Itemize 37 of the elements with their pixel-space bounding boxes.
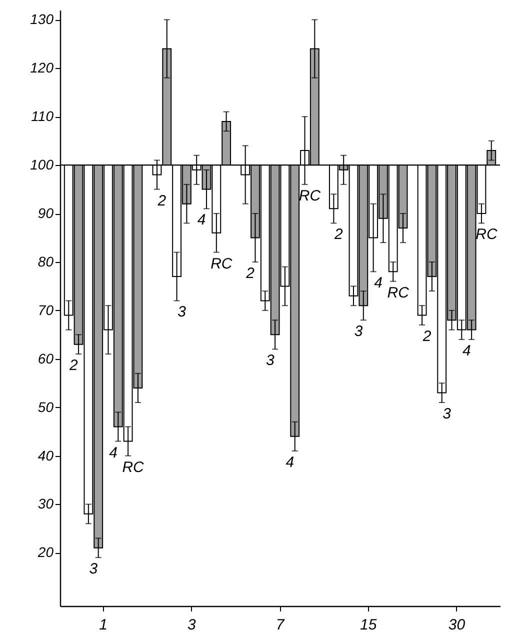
- annotation: 2: [422, 328, 432, 345]
- annotation: 2: [245, 264, 256, 282]
- annotation: 4: [374, 274, 382, 292]
- annotation: 2: [68, 357, 78, 374]
- annotation: 4: [197, 212, 206, 229]
- annotation: 4: [286, 454, 294, 471]
- x-tick-label: 15: [360, 616, 378, 634]
- annotation: RC: [476, 226, 498, 244]
- annotation: 3: [178, 304, 187, 321]
- x-tick-label: 1: [99, 616, 108, 634]
- annotation: 3: [354, 323, 364, 340]
- annotation: RC: [387, 284, 410, 302]
- y-tick-label: 20: [36, 544, 54, 560]
- y-tick-label: 120: [30, 60, 54, 76]
- annotation: 2: [156, 192, 167, 210]
- annotation: 4: [462, 342, 471, 360]
- y-tick-label: 80: [38, 253, 54, 270]
- annotation: 3: [89, 560, 98, 578]
- annotation: 3: [442, 405, 452, 422]
- annotation: 4: [109, 444, 118, 462]
- y-tick-label: 70: [38, 302, 54, 318]
- annotation: 3: [266, 352, 275, 370]
- annotation: 2: [334, 226, 344, 244]
- y-tick-label: 40: [38, 447, 54, 464]
- x-tick-label: 30: [448, 616, 466, 634]
- y-tick-label: 100: [30, 156, 54, 173]
- y-tick-label: 30: [38, 496, 54, 512]
- x-tick-label: 3: [187, 616, 196, 634]
- y-tick-label: 130: [30, 11, 54, 28]
- y-tick-label: 110: [31, 108, 54, 124]
- annotation: RC: [210, 255, 232, 272]
- annotation: RC: [298, 187, 321, 204]
- annotation: RC: [122, 458, 144, 476]
- y-tick-label: 60: [38, 350, 54, 366]
- x-tick-label: 7: [276, 616, 285, 634]
- y-tick-label: 90: [38, 205, 54, 222]
- y-tick-label: 50: [38, 398, 54, 415]
